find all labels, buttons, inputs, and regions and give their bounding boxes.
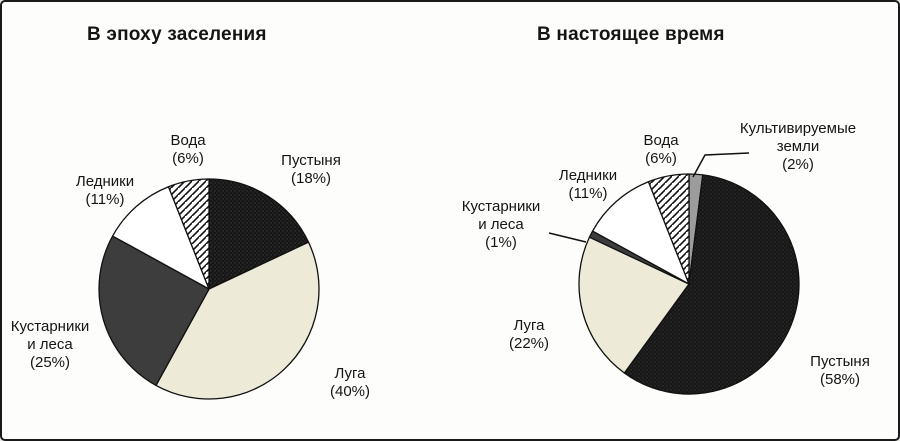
- pie-slice-ledniki: [111, 186, 210, 290]
- pie-slice-kustarniki: [98, 235, 210, 387]
- pie-slice-pustynya: [623, 174, 800, 395]
- pie-chart-present-time: [578, 173, 800, 395]
- pie-slice-voda: [167, 178, 210, 290]
- pie-slice-ledniki: [591, 181, 690, 285]
- pie-slice-pustynya: [208, 178, 310, 290]
- label-water-left: Вода (6%): [170, 132, 206, 167]
- label-desert-left: Пустыня (18%): [281, 152, 341, 187]
- label-meadows-left: Луга (40%): [329, 365, 371, 400]
- label-cultivated-lands: Культивируемые земли (2%): [739, 120, 857, 173]
- label-meadows-right: Луга (22%): [508, 317, 550, 352]
- pie-slice-luga: [155, 241, 320, 400]
- label-shrubs-forests-right: Кустарники и леса (1%): [461, 198, 541, 251]
- pie-slice-voda: [647, 173, 690, 285]
- chart-title-settlement-era: В эпоху заселения: [87, 24, 267, 45]
- label-glaciers-left: Ледники (11%): [75, 173, 135, 208]
- label-glaciers-right: Ледники (11%): [558, 167, 618, 202]
- pie-chart-settlement-era: [98, 178, 320, 400]
- label-shrubs-forests-left: Кустарники и леса (25%): [10, 318, 90, 371]
- label-desert-right: Пустыня (58%): [810, 353, 870, 388]
- label-water-right: Вода (6%): [643, 132, 679, 167]
- chart-title-present-time: В настоящее время: [537, 24, 725, 45]
